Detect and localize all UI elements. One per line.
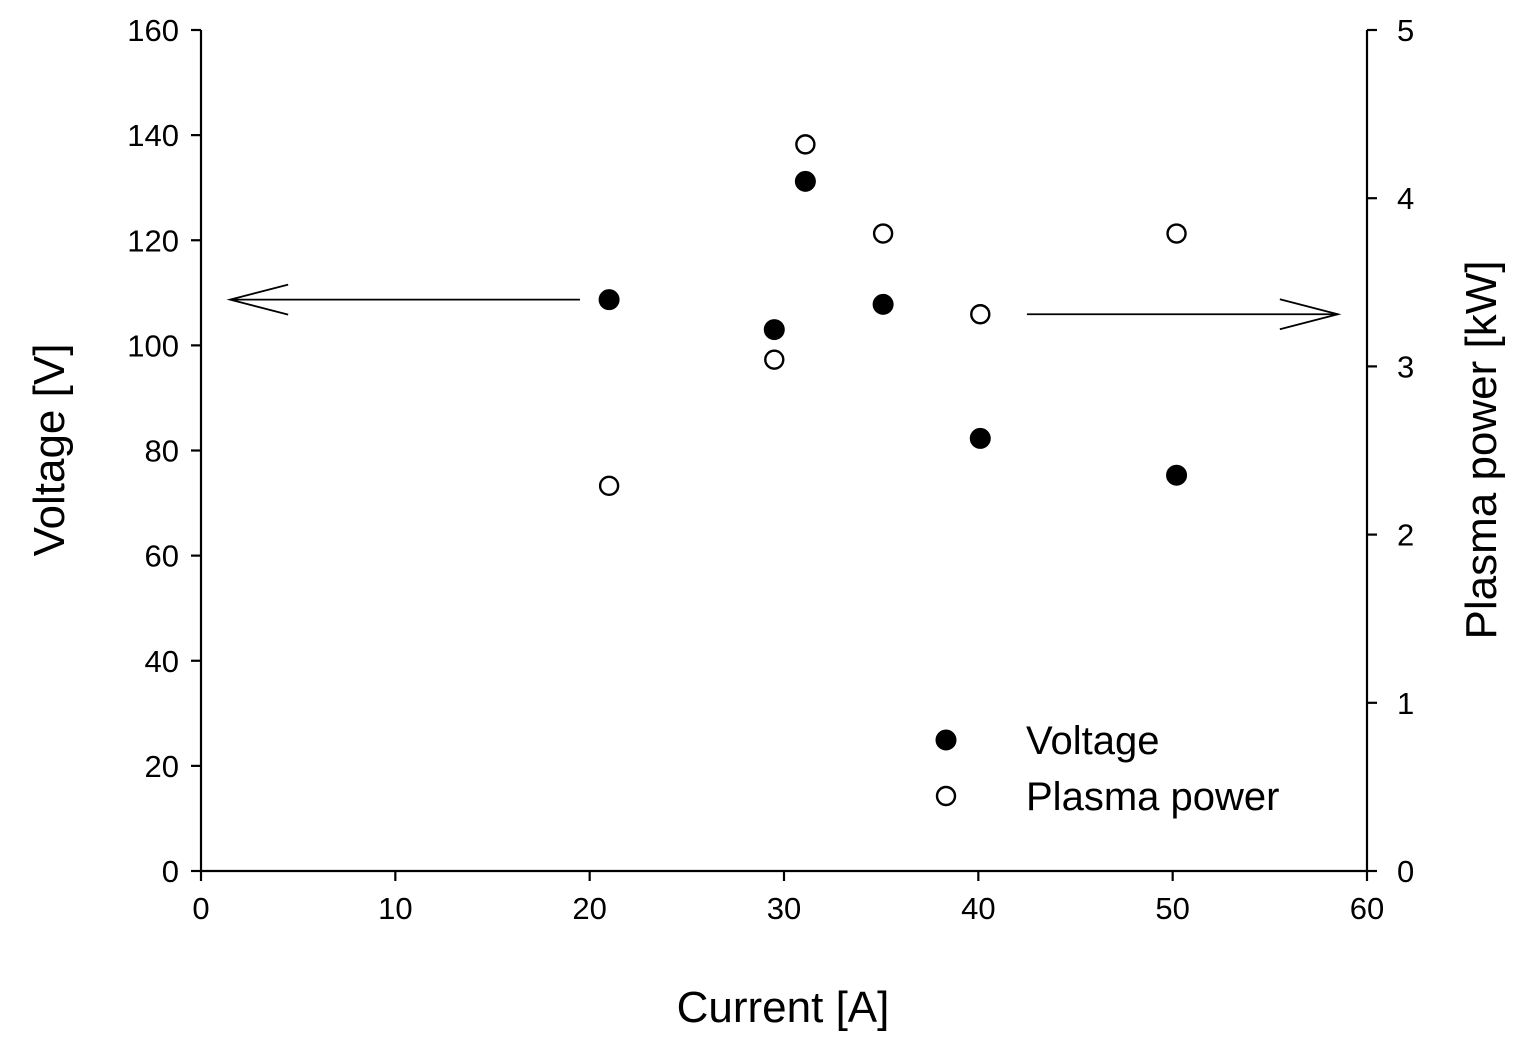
voltage-point <box>763 319 785 341</box>
annotation-arrows <box>226 283 1342 331</box>
y-tick-label: 0 <box>162 854 179 889</box>
y2-tick-label: 5 <box>1397 13 1414 48</box>
voltage-point <box>1166 464 1188 486</box>
arrow-head-left <box>226 283 289 316</box>
legend: Voltage Plasma power <box>935 719 1279 819</box>
x-axis-title: Current [A] <box>677 983 890 1032</box>
y2-tick-label: 0 <box>1397 854 1414 889</box>
y2-tick-label: 4 <box>1397 181 1414 216</box>
legend-marker-voltage <box>935 729 957 751</box>
y-tick-label: 160 <box>127 13 179 48</box>
voltage-point <box>794 170 816 192</box>
x-tick-label: 0 <box>192 891 209 926</box>
y-tick-label: 100 <box>127 328 179 363</box>
plasma-power-point <box>970 304 991 325</box>
plasma-power-point <box>795 134 816 155</box>
y2-tick-label: 3 <box>1397 349 1414 384</box>
x-tick-label: 60 <box>1350 891 1384 926</box>
data-points <box>598 134 1188 497</box>
plasma-power-point <box>1166 223 1187 244</box>
y2-tick-label: 1 <box>1397 686 1414 721</box>
y-tick-label: 40 <box>145 644 179 679</box>
y-tick-label: 120 <box>127 223 179 258</box>
y-axis-title: Voltage [V] <box>25 344 74 557</box>
voltage-point <box>872 293 894 315</box>
voltage-point <box>598 289 620 311</box>
x-tick-label: 20 <box>572 891 606 926</box>
axes <box>199 30 1369 873</box>
y-tick-label: 20 <box>145 749 179 784</box>
x-tick-label: 10 <box>378 891 412 926</box>
y2-axis-title: Plasma power [kW] <box>1457 261 1506 640</box>
x-tick-label: 30 <box>767 891 801 926</box>
plasma-power-point <box>764 349 785 370</box>
x-tick-label: 50 <box>1155 891 1189 926</box>
x-tick-label: 40 <box>961 891 995 926</box>
plasma-power-point <box>598 475 620 497</box>
legend-label-voltage: Voltage <box>1026 719 1159 763</box>
y-tick-label: 140 <box>127 118 179 153</box>
voltage-point <box>969 427 991 449</box>
legend-label-plasma-power: Plasma power <box>1026 775 1279 819</box>
y-tick-label: 80 <box>145 434 179 469</box>
legend-marker-plasma-power <box>935 785 957 807</box>
ticks: 0 10 20 30 40 50 60 0 20 40 60 80 100 120 140 160 0 1 2 3 4 5 <box>127 13 1414 926</box>
y-tick-label: 60 <box>145 539 179 574</box>
arrow-head-right <box>1279 298 1342 331</box>
y2-tick-label: 2 <box>1397 518 1414 553</box>
plasma-power-point <box>872 223 894 244</box>
